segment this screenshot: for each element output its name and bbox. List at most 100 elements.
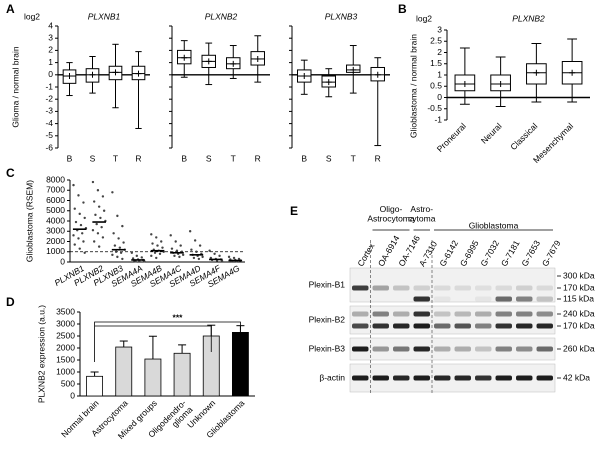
point (174, 240, 177, 243)
y-tick-label: 4000 (46, 215, 65, 225)
point (158, 252, 162, 255)
blot-band (454, 311, 471, 317)
point (213, 252, 216, 255)
blot-band (475, 311, 492, 317)
mean-marker (254, 55, 261, 62)
blot-band (536, 375, 553, 381)
point (155, 256, 158, 260)
marker-label: 170 kDa (563, 282, 595, 292)
marker-label: 170 kDa (563, 320, 595, 330)
marker-label: 260 kDa (563, 343, 595, 353)
y-axis-label: Glioblastoma / normal brain (408, 34, 418, 138)
mean-marker (301, 73, 308, 80)
point (102, 209, 106, 212)
blot-band (454, 285, 471, 291)
point (134, 260, 137, 263)
point (161, 246, 164, 249)
point (197, 257, 201, 261)
bar (86, 375, 104, 397)
mean-marker (374, 71, 381, 78)
point (218, 254, 221, 258)
y-axis-label: PLXNB2 expression (a.u.) (36, 305, 46, 403)
point (83, 251, 86, 254)
point (111, 253, 114, 257)
point (193, 239, 197, 242)
y-tick-label: 6000 (46, 195, 65, 205)
point (96, 232, 100, 235)
blot-band (495, 285, 512, 291)
point (179, 244, 182, 247)
blot-band (516, 346, 533, 352)
point (77, 194, 80, 197)
point (160, 240, 163, 243)
point (112, 232, 115, 235)
x-tick-label: R (255, 153, 261, 163)
blot-band (352, 346, 369, 352)
point (97, 245, 101, 248)
lane-label: Cortex (355, 241, 377, 268)
y-tick-label: -0.5 (427, 103, 442, 113)
point (150, 233, 153, 236)
blot-band (352, 311, 369, 317)
y-tick-label: 1.5 (430, 58, 442, 68)
mean-marker (497, 81, 504, 87)
point (82, 201, 85, 204)
blot-band (516, 323, 533, 329)
mean-marker (533, 69, 540, 76)
group-label: Astro-cytoma (408, 204, 436, 223)
group-label: Oligo-Astrocytoma (367, 204, 415, 223)
blot-band (372, 375, 389, 381)
x-tick-label: Classical (508, 121, 539, 152)
point (121, 224, 124, 228)
blot-band (475, 346, 492, 352)
panel-letter: D (6, 295, 15, 309)
blot-panel (349, 267, 556, 303)
blot-band (434, 311, 451, 317)
blot-band (393, 311, 410, 317)
blot-band (536, 296, 553, 302)
blot-band (372, 285, 389, 291)
blot-band (434, 285, 451, 291)
point (91, 229, 95, 232)
point (73, 243, 76, 246)
marker-label: 42 kDa (563, 372, 590, 382)
blot-band (393, 285, 410, 291)
point (153, 251, 157, 254)
point (188, 230, 192, 233)
y-tick-label: 2000 (46, 236, 65, 246)
panel-letter: B (398, 2, 407, 16)
y-tick-label: 3000 (46, 226, 65, 236)
y-tick-label: 1000 (46, 246, 65, 256)
y-tick-label: 2.5 (430, 36, 442, 46)
panel-letter: C (6, 166, 15, 180)
annotation: *** (173, 312, 184, 322)
point (78, 212, 81, 216)
mean-marker (181, 54, 188, 61)
point (72, 234, 75, 237)
blot-band (413, 346, 430, 352)
point (73, 207, 76, 210)
y-tick-label: 0 (48, 69, 53, 79)
blot-band (413, 285, 430, 291)
point (92, 240, 96, 243)
blot-band (372, 323, 389, 329)
point (118, 246, 122, 249)
blot-band (495, 346, 512, 352)
mean-marker (350, 66, 357, 73)
y-tick-label: -4 (45, 118, 53, 128)
mean-marker (66, 73, 73, 80)
y-tick-label: 3 (437, 24, 442, 34)
point (83, 216, 86, 220)
bar (144, 358, 162, 397)
blot-band (434, 375, 451, 381)
x-tick-label: B (301, 153, 307, 163)
point (114, 250, 118, 253)
point (121, 257, 124, 261)
group-label: Glioblastoma (469, 220, 519, 230)
x-tick-label: T (351, 153, 356, 163)
point (116, 255, 119, 259)
panel-letter: A (6, 2, 15, 16)
row-label: Plexin-B3 (309, 343, 346, 353)
y-tick-label: 3 (48, 32, 53, 42)
